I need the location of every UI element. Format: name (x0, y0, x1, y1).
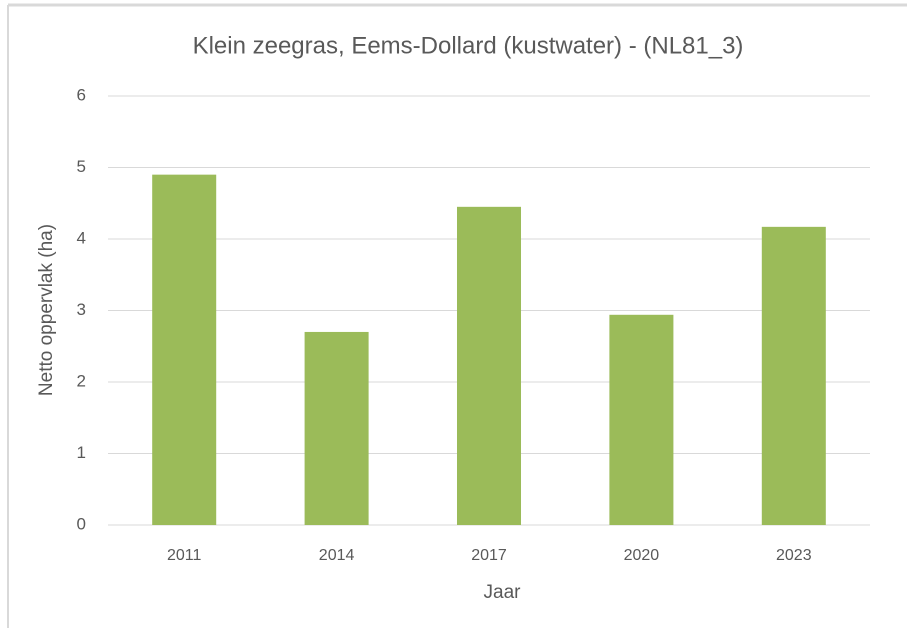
y-tick-label: 4 (77, 228, 86, 247)
y-tick-label: 2 (77, 371, 86, 390)
x-tick-label: 2011 (167, 547, 202, 564)
bar (304, 331, 369, 525)
bar (761, 226, 826, 525)
bar (609, 314, 674, 525)
x-axis-label: Jaar (484, 582, 522, 603)
chart-title: Klein zeegras, Eems-Dollard (kustwater) … (193, 32, 744, 59)
bar (152, 174, 217, 525)
y-tick-label: 1 (77, 443, 86, 462)
x-tick-label: 2020 (624, 547, 660, 564)
y-tick-label: 5 (77, 157, 86, 176)
x-tick-label: 2014 (319, 547, 355, 564)
y-tick-label: 3 (77, 300, 86, 319)
y-axis-label: Netto oppervlak (ha) (36, 224, 57, 396)
x-tick-label: 2023 (776, 547, 812, 564)
bar (456, 206, 522, 525)
y-tick-label: 6 (77, 85, 86, 104)
x-tick-label: 2017 (471, 547, 507, 564)
y-tick-label: 0 (77, 514, 86, 533)
